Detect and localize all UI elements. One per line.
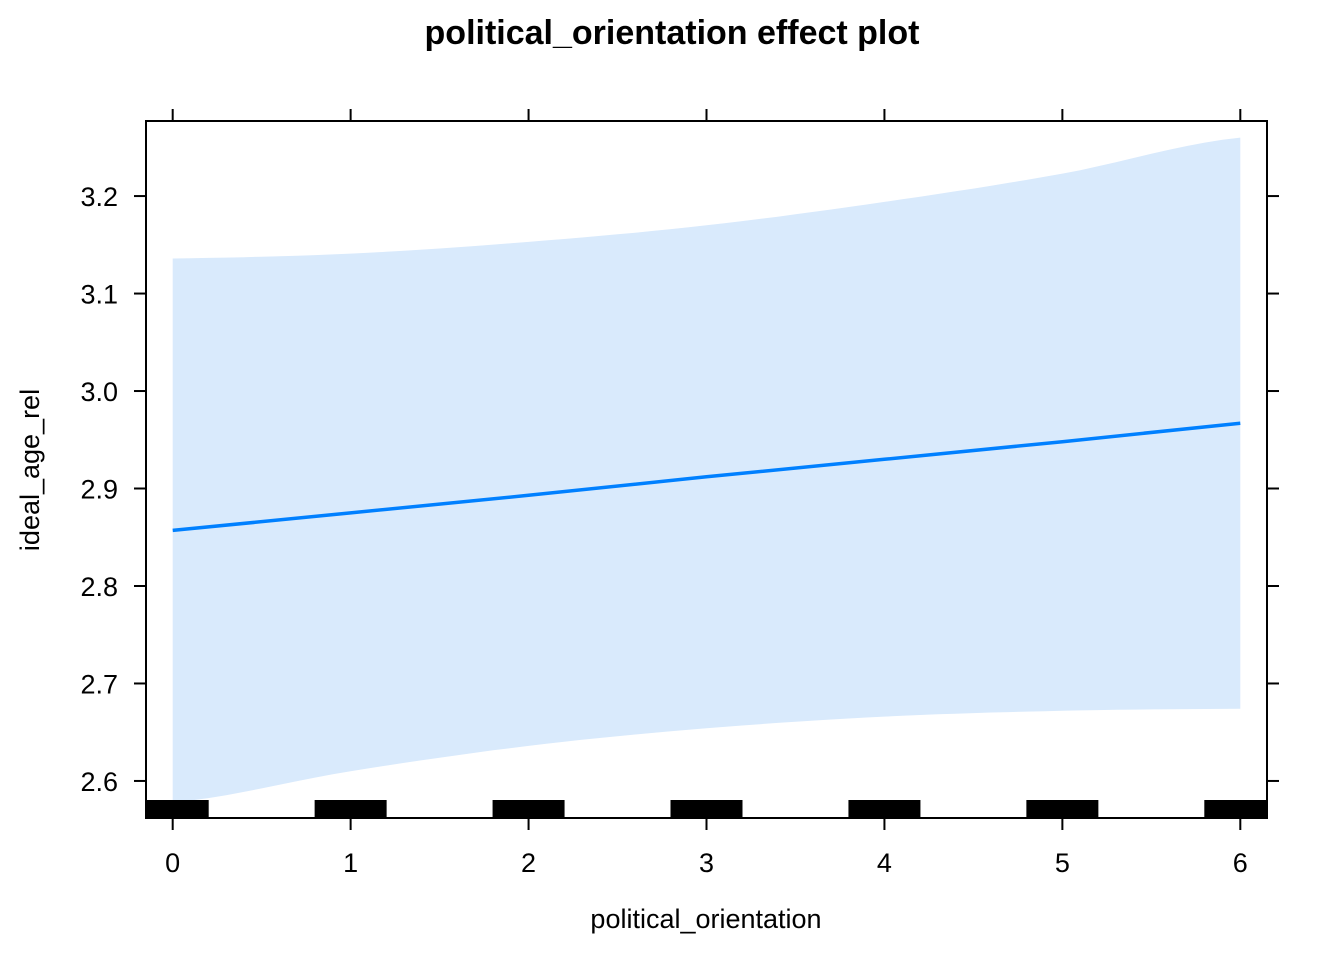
rug-mark <box>492 800 565 818</box>
confidence-band <box>172 137 1241 803</box>
rug-mark <box>1026 800 1099 818</box>
x-axis-title: political_orientation <box>590 904 821 934</box>
x-tick-label: 6 <box>1233 848 1248 878</box>
rug-mark <box>1204 800 1267 818</box>
y-tick-label: 2.6 <box>80 767 118 797</box>
y-tick-label: 2.7 <box>80 669 118 699</box>
x-tick-label: 4 <box>877 848 892 878</box>
y-tick-label: 2.9 <box>80 475 118 505</box>
fit-line <box>172 421 1241 533</box>
y-tick-label: 3.2 <box>80 182 118 212</box>
y-tick-label: 3.1 <box>80 280 118 310</box>
x-tick-label: 2 <box>521 848 536 878</box>
chart-title: political_orientation effect plot <box>425 14 920 52</box>
x-tick-label: 1 <box>343 848 358 878</box>
rug-mark <box>848 800 921 818</box>
x-tick-label: 0 <box>165 848 180 878</box>
rug-mark <box>670 800 743 818</box>
y-tick-label: 3.0 <box>80 377 118 407</box>
y-axis-title: ideal_age_rel <box>15 389 45 551</box>
y-tick-label: 2.8 <box>80 572 118 602</box>
x-tick-label: 5 <box>1055 848 1070 878</box>
rug-mark <box>314 800 387 818</box>
x-tick-label: 3 <box>699 848 714 878</box>
rug-mark <box>146 800 209 818</box>
